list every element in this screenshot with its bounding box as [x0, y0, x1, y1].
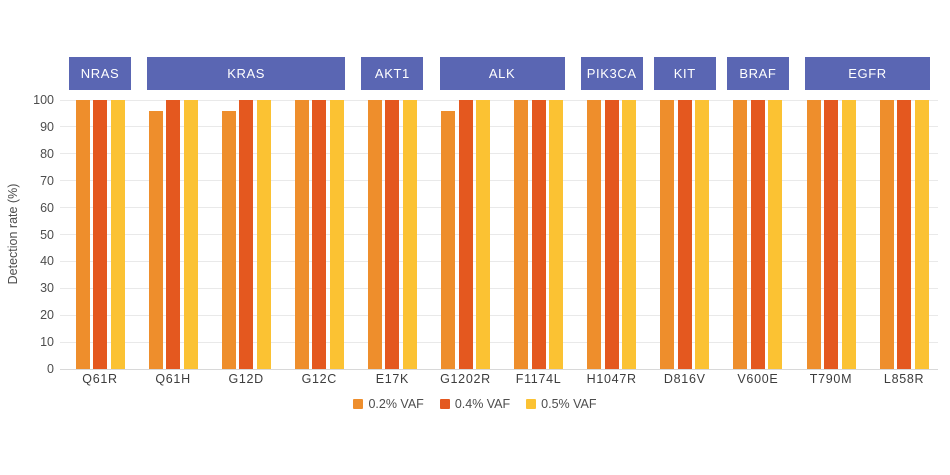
gridline-40	[60, 260, 938, 262]
gridline-80	[60, 153, 938, 155]
x-tick-label-d816v: D816V	[663, 372, 706, 386]
gene-box-braf: BRAF	[726, 57, 789, 90]
legend-label: 0.5% VAF	[541, 397, 597, 411]
bar-e17k-0.4	[385, 100, 400, 369]
legend-item-0.2: 0.2% VAF	[353, 397, 424, 411]
gene-box-label: NRAS	[80, 66, 120, 81]
y-tick-label-90: 90	[40, 119, 54, 134]
bar-d816v-0.4	[677, 100, 692, 369]
x-tick-label-f1174l: F1174L	[515, 372, 562, 386]
gridline-20	[60, 314, 938, 316]
bar-v600e-0.2	[733, 100, 748, 369]
y-tick-label-60: 60	[40, 200, 54, 215]
bar-g1202r-0.5	[476, 100, 490, 369]
x-tick-label-g12d: G12D	[228, 372, 264, 386]
bar-f1174l-0.5	[549, 100, 564, 369]
y-tick-label-0: 0	[47, 362, 54, 376]
x-tick-label-h1047r: H1047R	[586, 372, 637, 386]
bar-l858r-0.4	[897, 100, 912, 369]
bar-l858r-0.5	[914, 100, 929, 369]
gene-box-label: PIK3CA	[586, 66, 637, 81]
legend: 0.2% VAF 0.4% VAF 0.5% VAF	[0, 397, 950, 411]
bar-h1047r-0.4	[604, 100, 619, 369]
bar-f1174l-0.2	[514, 100, 529, 369]
bar-g12d-0.2	[221, 110, 236, 369]
gene-box-label: ALK	[488, 66, 516, 81]
bar-q61h-0.4	[166, 100, 181, 369]
bar-q61r-0.2	[75, 100, 90, 369]
y-tick-label-10: 10	[40, 335, 54, 350]
gridline-10	[60, 341, 938, 343]
bar-g12d-0.4	[239, 100, 254, 369]
gene-box-alk: ALK	[439, 57, 565, 90]
x-tick-label-q61r: Q61R	[82, 372, 118, 386]
legend-swatch-icon	[439, 399, 450, 409]
bar-q61r-0.5	[110, 100, 125, 369]
bar-g1202r-0.4	[458, 100, 473, 369]
gene-box-nras: NRAS	[69, 57, 131, 90]
gene-box-label: EGFR	[848, 66, 887, 81]
bar-v600e-0.4	[750, 100, 765, 369]
bar-l858r-0.2	[879, 100, 894, 369]
y-tick-label-80: 80	[40, 146, 54, 161]
gene-box-label: AKT1	[374, 66, 410, 81]
bar-d816v-0.5	[695, 100, 710, 369]
bar-g1202r-0.2	[441, 110, 455, 369]
gridline-0	[60, 368, 938, 370]
bar-h1047r-0.2	[587, 100, 602, 369]
bar-t790m-0.2	[806, 100, 821, 369]
bar-q61h-0.2	[148, 110, 163, 369]
bar-e17k-0.5	[402, 100, 417, 369]
x-tick-label-g1202r: G1202R	[440, 372, 491, 386]
gene-box-label: KRAS	[227, 66, 266, 81]
y-tick-label-20: 20	[40, 308, 54, 323]
bar-g12c-0.5	[329, 100, 344, 369]
legend-swatch-icon	[353, 399, 364, 409]
gridline-60	[60, 207, 938, 209]
y-tick-label-70: 70	[40, 173, 54, 188]
bar-e17k-0.2	[367, 100, 382, 369]
x-tick-label-e17k: E17K	[375, 372, 410, 386]
gene-box-kras: KRAS	[147, 57, 346, 90]
bar-v600e-0.5	[768, 100, 783, 369]
gridline-90	[60, 126, 938, 128]
bar-g12c-0.4	[312, 100, 327, 369]
x-tick-label-t790m: T790M	[809, 372, 853, 386]
gene-box-pik3ca: PIK3CA	[580, 57, 643, 90]
bar-g12d-0.5	[256, 100, 271, 369]
x-tick-label-g12c: G12C	[301, 372, 338, 386]
y-tick-label-100: 100	[33, 93, 54, 107]
bar-t790m-0.5	[841, 100, 856, 369]
x-tick-label-q61h: Q61H	[155, 372, 191, 386]
gridline-70	[60, 180, 938, 182]
bar-q61r-0.4	[93, 100, 107, 369]
legend-label: 0.4% VAF	[454, 397, 511, 411]
bar-q61h-0.5	[183, 100, 198, 369]
gene-box-label: KIT	[673, 66, 696, 81]
gridline-100	[60, 99, 938, 101]
bar-t790m-0.4	[824, 100, 838, 369]
gene-box-label: BRAF	[739, 66, 777, 81]
legend-swatch-icon	[526, 399, 537, 409]
y-tick-label-40: 40	[40, 254, 54, 269]
legend-item-0.5: 0.5% VAF	[526, 397, 597, 411]
bar-h1047r-0.5	[622, 100, 637, 369]
x-tick-label-l858r: L858R	[883, 372, 925, 386]
gridline-50	[60, 234, 938, 235]
y-tick-label-50: 50	[40, 227, 54, 242]
gridline-30	[60, 287, 938, 289]
bar-g12c-0.2	[294, 100, 309, 369]
gene-box-egfr: EGFR	[805, 57, 931, 90]
x-tick-label-v600e: V600E	[737, 372, 779, 386]
gene-box-akt1: AKT1	[361, 57, 424, 90]
bar-f1174l-0.4	[531, 100, 546, 369]
legend-label: 0.2% VAF	[368, 397, 424, 411]
legend-item-0.4: 0.4% VAF	[439, 397, 511, 411]
bar-d816v-0.2	[660, 100, 675, 369]
y-tick-label-30: 30	[40, 281, 54, 296]
gene-box-kit: KIT	[653, 57, 716, 90]
